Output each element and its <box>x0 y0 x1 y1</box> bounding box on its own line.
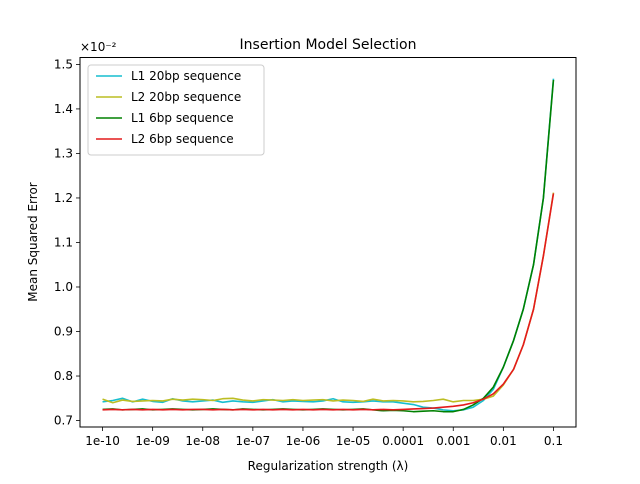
legend-box <box>87 64 265 156</box>
x-tick-label: 0.01 <box>490 434 517 448</box>
x-tick-label: 1e-08 <box>185 434 220 448</box>
legend-label: L1 20bp sequence <box>131 69 241 83</box>
y-tick-label: 0.8 <box>54 369 73 383</box>
x-tick-label: 1e-07 <box>236 434 271 448</box>
x-tick-label: 1e-06 <box>286 434 321 448</box>
legend-label: L1 6bp sequence <box>131 111 234 125</box>
x-tick-label: 0.001 <box>436 434 470 448</box>
x-tick-label: 1e-09 <box>135 434 170 448</box>
y-ticks-group: 0.7 0.8 0.9 1.0 1.1 1.2 1.3 1.4 1.5 <box>54 57 80 428</box>
y-tick-label: 1.5 <box>54 57 73 71</box>
y-tick-label: 1.4 <box>54 102 73 116</box>
y-tick-label: 0.7 <box>54 414 73 428</box>
x-ticks-group: 1e-10 1e-09 1e-08 1e-07 1e-06 1e-05 0.0001 0.00… <box>85 427 563 448</box>
x-tick-label: 1e-05 <box>336 434 371 448</box>
y-tick-label: 1.2 <box>54 191 73 205</box>
y-tick-label: 1.0 <box>54 280 73 294</box>
x-axis-label: Regularization strength (λ) <box>248 459 409 473</box>
y-tick-label: 1.1 <box>54 235 73 249</box>
chart-title: Insertion Model Selection <box>240 37 417 53</box>
plot-frame <box>79 57 577 428</box>
x-tick-label: 0.1 <box>544 434 563 448</box>
x-tick-label: 0.0001 <box>382 434 424 448</box>
y-tick-label: 0.9 <box>54 325 73 339</box>
y-axis-label: Mean Squared Error <box>26 182 40 302</box>
x-tick-label: 1e-10 <box>85 434 120 448</box>
y-tick-label: 1.3 <box>54 146 73 160</box>
series-line-4 <box>102 193 555 411</box>
y-axis-offset-label: ×10⁻² <box>80 40 117 54</box>
legend-label: L2 20bp sequence <box>131 90 241 104</box>
plot-lines-group <box>102 78 555 413</box>
series-line-2 <box>102 192 555 404</box>
legend: L1 20bp sequence L2 20bp sequence L1 6bp s… <box>87 64 265 156</box>
legend-label: L2 6bp sequence <box>131 132 234 146</box>
